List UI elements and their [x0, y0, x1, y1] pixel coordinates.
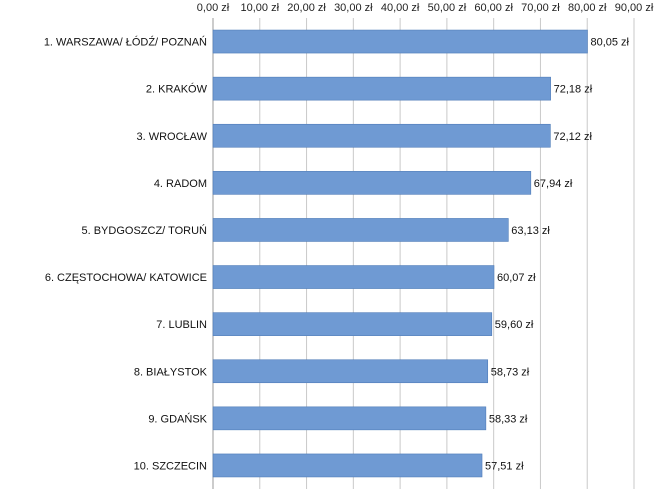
data-label: 58,73 zł	[491, 366, 530, 378]
x-tick-label: 10,00 zł	[241, 2, 280, 14]
category-label: 8. BIAŁYSTOK	[134, 366, 208, 378]
category-label: 4. RADOM	[154, 178, 207, 190]
bar	[212, 29, 588, 54]
bar	[212, 265, 495, 289]
x-axis-ticks: 0,00 zł 10,00 zł 20,00 zł 30,00 zł 40,00 zł 5…	[197, 2, 654, 14]
data-label: 60,07 zł	[497, 272, 536, 284]
bar	[212, 218, 509, 242]
x-tick-label: 30,00 zł	[334, 2, 373, 14]
bars	[212, 29, 588, 478]
data-label: 67,94 zł	[534, 178, 573, 190]
x-tick-label: 60,00 zł	[474, 2, 513, 14]
x-tick-label: 20,00 zł	[287, 2, 326, 14]
category-label: 7. LUBLIN	[156, 319, 207, 331]
x-tick-label: 90,00 zł	[615, 2, 654, 14]
bar	[212, 123, 551, 148]
data-label: 59,60 zł	[495, 319, 534, 331]
x-tick-label: 50,00 zł	[428, 2, 467, 14]
x-tick-label: 70,00 zł	[521, 2, 560, 14]
bar	[212, 76, 551, 101]
data-label: 80,05 zł	[590, 37, 629, 49]
value-labels: 80,05 zł 72,18 zł 72,12 zł 67,94 zł 63,13 zł…	[485, 37, 630, 473]
x-tick-label: 40,00 zł	[381, 2, 420, 14]
x-tick-label: 80,00 zł	[568, 2, 607, 14]
data-label: 63,13 zł	[511, 225, 550, 237]
bar	[212, 453, 483, 478]
bar	[212, 359, 489, 384]
data-label: 72,18 zł	[554, 84, 593, 96]
category-label: 5. BYDGOSZCZ/ TORUŃ	[81, 224, 207, 237]
bar	[212, 312, 493, 336]
data-label: 57,51 zł	[485, 460, 524, 472]
bar	[212, 406, 487, 431]
category-label: 10. SZCZECIN	[134, 460, 207, 472]
category-label: 1. WARSZAWA/ ŁÓDŹ/ POZNAŃ	[44, 36, 207, 49]
x-tick-label: 0,00 zł	[197, 2, 230, 14]
category-label: 9. GDAŃSK	[148, 412, 207, 425]
category-labels: 1. WARSZAWA/ ŁÓDŹ/ POZNAŃ 2. KRAKÓW 3. WRO…	[44, 36, 208, 473]
data-label: 72,12 zł	[553, 131, 592, 143]
category-label: 2. KRAKÓW	[146, 83, 208, 96]
data-label: 58,33 zł	[489, 413, 528, 425]
category-label: 6. CZĘSTOCHOWA/ KATOWICE	[45, 272, 207, 284]
bar	[212, 171, 532, 195]
category-label: 3. WROCŁAW	[137, 131, 208, 143]
